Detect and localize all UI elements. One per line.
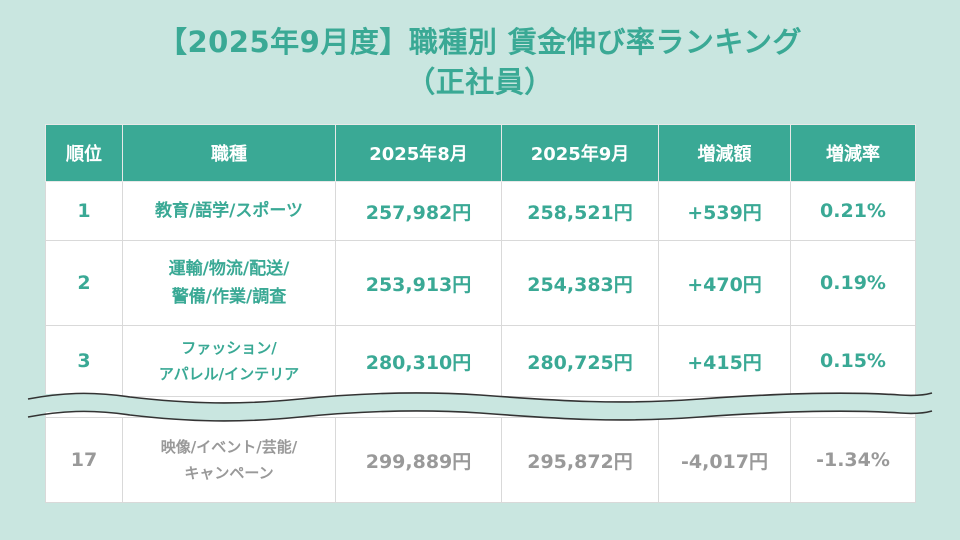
job-line: アパレル/インテリア — [158, 365, 300, 383]
rate-cell: -1.34% — [790, 417, 916, 503]
job-line: ファッション/ — [181, 339, 277, 357]
sep-cell: 254,383円 — [501, 240, 659, 326]
sep-cell: 258,521円 — [501, 181, 659, 241]
table-header-row: 順位 職種 2025年8月 2025年9月 増減額 増減率 — [45, 124, 916, 182]
diff-cell: +539円 — [658, 181, 791, 241]
table-row: 1 教育/語学/スポーツ 257,982円 258,521円 +539円 0.2… — [45, 181, 916, 241]
rate-cell: 0.21% — [790, 181, 916, 241]
diff-cell: +415円 — [658, 325, 791, 397]
rank-cell: 3 — [45, 325, 123, 397]
header-job: 職種 — [122, 124, 336, 182]
sep-cell: 280,725円 — [501, 325, 659, 397]
job-line: 映像/イベント/芸能/ — [160, 438, 298, 456]
title-line-2: （正社員） — [406, 65, 554, 99]
job-line: キャンペーン — [184, 464, 274, 482]
page-title: 【2025年9月度】職種別 賃金伸び率ランキング （正社員） — [0, 22, 960, 102]
table-gap-row — [45, 396, 916, 418]
rank-cell: 2 — [45, 240, 123, 326]
table-row: 3 ファッション/ アパレル/インテリア 280,310円 280,725円 +… — [45, 325, 916, 397]
header-aug: 2025年8月 — [335, 124, 502, 182]
diff-cell: -4,017円 — [658, 417, 791, 503]
job-cell: ファッション/ アパレル/インテリア — [122, 325, 336, 397]
rank-cell: 1 — [45, 181, 123, 241]
header-rate: 増減率 — [790, 124, 916, 182]
table-row: 17 映像/イベント/芸能/ キャンペーン 299,889円 295,872円 … — [45, 417, 916, 503]
header-diff: 増減額 — [658, 124, 791, 182]
header-rank: 順位 — [45, 124, 123, 182]
rate-cell: 0.19% — [790, 240, 916, 326]
job-cell: 教育/語学/スポーツ — [122, 181, 336, 241]
ranking-table: 順位 職種 2025年8月 2025年9月 増減額 増減率 1 教育/語学/スポ… — [45, 124, 916, 503]
sep-cell: 295,872円 — [501, 417, 659, 503]
aug-cell: 257,982円 — [335, 181, 502, 241]
header-sep: 2025年9月 — [501, 124, 659, 182]
job-line: 教育/語学/スポーツ — [154, 201, 304, 221]
job-cell: 運輸/物流/配送/ 警備/作業/調査 — [122, 240, 336, 326]
aug-cell: 280,310円 — [335, 325, 502, 397]
rank-cell: 17 — [45, 417, 123, 503]
aug-cell: 299,889円 — [335, 417, 502, 503]
job-line: 警備/作業/調査 — [171, 287, 287, 307]
aug-cell: 253,913円 — [335, 240, 502, 326]
diff-cell: +470円 — [658, 240, 791, 326]
job-cell: 映像/イベント/芸能/ キャンペーン — [122, 417, 336, 503]
table-row: 2 運輸/物流/配送/ 警備/作業/調査 253,913円 254,383円 +… — [45, 240, 916, 326]
title-line-1: 【2025年9月度】職種別 賃金伸び率ランキング — [157, 25, 803, 59]
job-line: 運輸/物流/配送/ — [168, 259, 290, 279]
rate-cell: 0.15% — [790, 325, 916, 397]
